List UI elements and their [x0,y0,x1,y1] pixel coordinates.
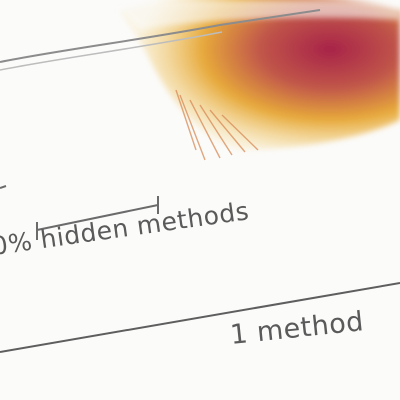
scale-bracket [36,196,159,240]
divider-line [0,282,400,353]
